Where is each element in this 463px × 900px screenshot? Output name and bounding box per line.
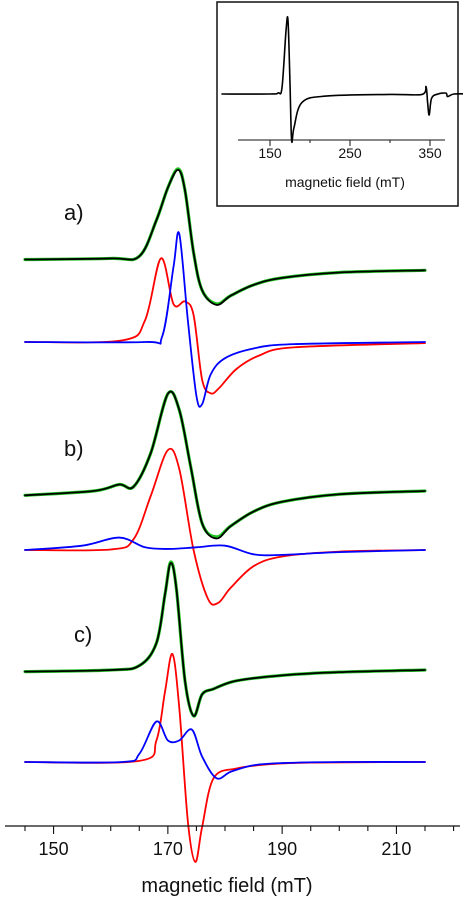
main-x-tick-label: 190 <box>267 839 297 859</box>
series-experimental <box>23 389 427 539</box>
panel-label-c: c) <box>74 622 92 647</box>
main-x-tick-label: 150 <box>39 839 69 859</box>
inset-frame <box>216 1 459 207</box>
inset-plot: 150 250 350 magnetic field (mT) <box>216 1 463 207</box>
series-fit-total <box>24 390 426 540</box>
inset-x-tick-label: 150 <box>258 145 282 161</box>
main-x-axis-title: magnetic field (mT) <box>141 875 312 897</box>
series-fit-total <box>24 168 426 306</box>
main-x-tick-labels: 150 170 190 210 <box>39 839 412 859</box>
series-component-1 <box>24 447 426 606</box>
series-fit-total <box>24 562 426 717</box>
series-component-1 <box>24 257 426 395</box>
main-plot: 150 170 190 210 magnetic field (mT) a) b… <box>5 167 460 897</box>
inset-x-tick-label: 350 <box>418 145 442 161</box>
main-curves <box>23 167 427 863</box>
panel-b <box>23 389 427 606</box>
series-component-2 <box>24 536 426 557</box>
panel-a <box>23 167 427 408</box>
main-x-tick-label: 210 <box>381 839 411 859</box>
inset-x-tick-label: 250 <box>338 145 362 161</box>
panel-label-a: a) <box>64 200 84 225</box>
inset-x-ticks <box>269 140 431 146</box>
panel-c <box>23 560 427 863</box>
series-component-2 <box>24 231 426 408</box>
inset-x-tick-labels: 150 250 350 <box>258 145 442 161</box>
main-x-tick-label: 170 <box>153 839 183 859</box>
inset-curves <box>221 16 463 144</box>
series-full-spectrum <box>221 16 463 144</box>
inset-x-axis-title: magnetic field (mT) <box>285 174 405 190</box>
series-component-2 <box>24 720 426 780</box>
main-x-ticks <box>24 826 455 834</box>
panel-label-b: b) <box>64 436 84 461</box>
